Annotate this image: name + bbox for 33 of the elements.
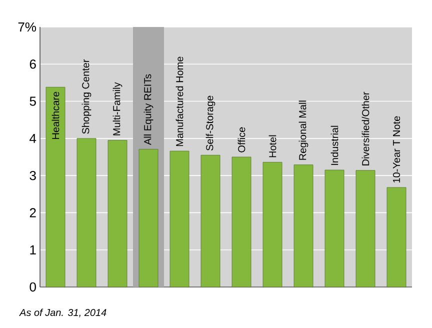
bar	[46, 86, 66, 288]
x-tick-label: Self-Storage	[206, 96, 216, 150]
x-tick-label: Office	[238, 127, 246, 152]
y-tick-label: 0	[30, 282, 36, 292]
y-tick-label: 6	[30, 60, 36, 69]
x-tick-label: Hotel	[268, 135, 276, 158]
bar	[200, 154, 220, 288]
bar	[386, 187, 406, 288]
x-tick-label: All Equity REITs	[144, 74, 154, 145]
x-tick-label: Manufactured Home	[176, 56, 184, 146]
x-tick-label: 10-Year T Note	[392, 116, 400, 182]
bar	[324, 170, 344, 288]
x-tick-label: Shopping Center	[82, 59, 92, 134]
bar	[108, 140, 128, 288]
y-tick-label: 7%	[18, 22, 36, 32]
bar	[356, 170, 376, 288]
bar	[232, 156, 252, 288]
y-tick-label: 1	[30, 245, 36, 254]
y-tick-label: 4	[30, 134, 36, 143]
bar	[262, 162, 282, 288]
x-tick-label: Regional Mall	[298, 100, 308, 160]
x-tick-label: Diversified/Other	[362, 92, 370, 166]
x-tick-label: Multi-Family	[112, 82, 122, 136]
x-tick-label: Industrial	[330, 126, 338, 165]
bar	[138, 148, 158, 288]
y-tick-label: 3	[30, 170, 36, 180]
bar	[76, 138, 96, 288]
y-tick-label: 5	[30, 96, 36, 106]
text: As of Jan. 31, 2014	[19, 308, 106, 318]
x-tick-label: Healthcare	[52, 92, 60, 139]
bar	[294, 164, 314, 288]
bar	[170, 150, 190, 288]
y-tick-label: 2	[30, 208, 36, 218]
